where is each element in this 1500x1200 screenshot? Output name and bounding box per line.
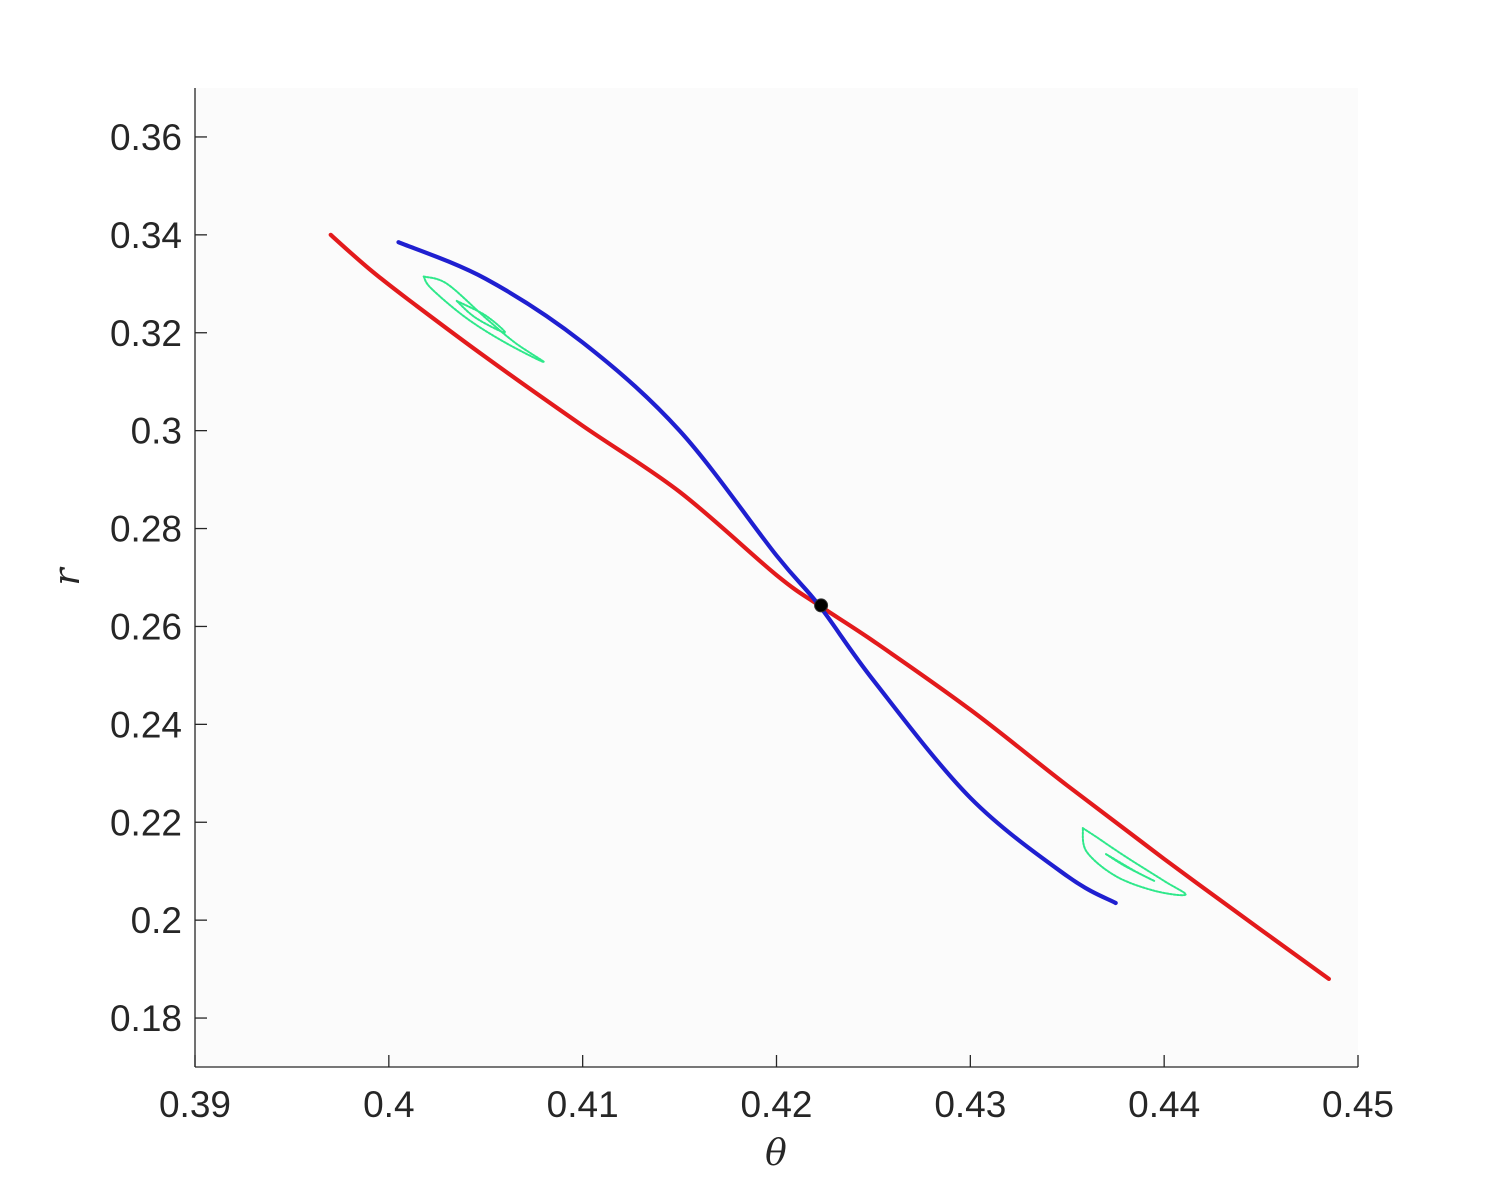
data-layer (328, 232, 1331, 981)
y-tick-label: 0.28 (110, 509, 182, 550)
x-axis-label: θ (765, 1133, 787, 1174)
y-tick-label: 0.36 (110, 117, 182, 158)
x-tick-label: 0.45 (1322, 1084, 1394, 1125)
x-tick-label: 0.41 (547, 1084, 619, 1125)
y-tick-label: 0.2 (131, 900, 182, 941)
y-tick-label: 0.18 (110, 998, 182, 1039)
x-tick-label: 0.4 (363, 1084, 414, 1125)
ticks-layer: 0.39 0.4 0.41 0.42 0.43 0.44 0.45 0.18 0.2 0.22 0.… (110, 117, 1394, 1125)
contour-line-2 (422, 275, 545, 364)
x-tick-label: 0.39 (159, 1084, 231, 1125)
y-tick-label: 0.3 (131, 411, 182, 452)
y-tick-label: 0.34 (110, 215, 182, 256)
series-line-0 (328, 232, 1331, 981)
y-tick-label: 0.24 (110, 704, 182, 745)
y-tick-label: 0.32 (110, 313, 182, 354)
intersection-point-0 (814, 598, 829, 613)
x-tick-label: 0.42 (740, 1084, 812, 1125)
contour-line-4 (1081, 827, 1187, 897)
series-line-1 (396, 240, 1118, 906)
y-tick-label: 0.22 (110, 802, 182, 843)
x-tick-label: 0.43 (934, 1084, 1006, 1125)
y-tick-label: 0.26 (110, 606, 182, 647)
y-axis-label: r (47, 567, 88, 586)
contour-line-5 (1105, 853, 1156, 883)
x-tick-label: 0.44 (1128, 1084, 1200, 1125)
contour-line-3 (455, 299, 507, 334)
